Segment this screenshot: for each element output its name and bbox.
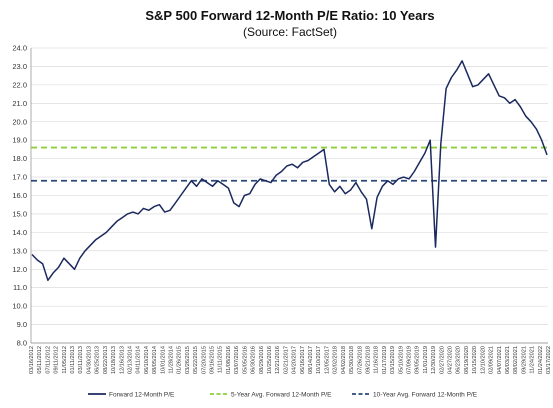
x-tick-label: 06/23/2020	[456, 346, 462, 374]
y-axis-ticks: 8.0 9.0 10.0 11.0 12.0 13.0 14.0 15.0 16.0 17.0 18…	[12, 44, 27, 348]
y-tick-label: 16.0	[12, 191, 27, 200]
y-tick-label: 10.0	[12, 302, 27, 311]
chart-subtitle: (Source: FactSet)	[243, 25, 337, 39]
x-tick-label: 07/09/2019	[406, 346, 412, 374]
x-tick-label: 04/07/2021	[497, 346, 503, 374]
x-tick-label: 12/16/2013	[119, 346, 125, 374]
x-tick-label: 06/03/2021	[505, 346, 511, 374]
x-tick-label: 07/26/2018	[357, 346, 363, 374]
y-tick-label: 17.0	[12, 173, 27, 182]
x-tick-label: 04/20/2017	[292, 346, 298, 374]
x-tick-label: 11/28/2014	[169, 346, 175, 374]
x-tick-label: 01/24/2022	[538, 346, 544, 374]
x-tick-label: 08/29/2016	[259, 346, 265, 374]
x-tick-label: 03/15/2019	[390, 346, 396, 374]
x-tick-label: 09/05/2019	[415, 346, 421, 374]
y-tick-label: 22.0	[12, 80, 27, 89]
x-tick-label: 09/21/2018	[365, 346, 371, 374]
y-tick-label: 20.0	[12, 117, 27, 126]
x-tick-label: 11/11/2015	[218, 346, 224, 373]
x-tick-label: 08/14/2017	[308, 346, 314, 374]
legend-label-pe: Forward 12-Month P/E	[109, 392, 175, 399]
legend: Forward 12-Month P/E 5-Year Avg. Forward…	[88, 392, 478, 399]
x-tick-label: 02/02/2018	[333, 346, 339, 374]
x-tick-label: 05/22/2015	[193, 346, 199, 374]
x-tick-label: 03/11/2013	[78, 346, 84, 374]
x-tick-label: 07/11/2012	[45, 346, 51, 374]
x-tick-label: 05/30/2018	[349, 346, 355, 374]
x-tick-label: 09/16/2015	[210, 346, 216, 374]
x-tick-label: 12/21/2016	[275, 346, 281, 374]
x-tick-label: 06/16/2017	[300, 346, 306, 374]
x-tick-label: 03/07/2016	[234, 346, 240, 374]
x-tick-label: 04/02/2018	[341, 346, 347, 374]
y-tick-label: 8.0	[17, 339, 27, 348]
legend-label-5yr: 5-Year Avg. Forward 12-Month P/E	[231, 392, 332, 399]
x-tick-label: 10/01/2014	[160, 346, 166, 374]
x-tick-label: 11/24/2021	[530, 346, 536, 374]
average-lines	[31, 146, 548, 182]
pe-series-line	[31, 60, 548, 282]
x-tick-label: 10/18/2013	[111, 346, 117, 374]
x-tick-label: 12/10/2020	[480, 346, 486, 374]
x-tick-label: 11/16/2018	[374, 346, 380, 374]
y-tick-label: 12.0	[12, 265, 27, 274]
x-tick-label: 01/08/2016	[226, 346, 232, 374]
y-tick-label: 24.0	[12, 44, 27, 53]
x-tick-label: 12/30/2019	[431, 346, 437, 374]
x-tick-label: 11/01/2019	[423, 346, 429, 374]
y-tick-label: 18.0	[12, 154, 27, 163]
x-tick-label: 05/05/2016	[242, 346, 248, 374]
chart-title: S&P 500 Forward 12-Month P/E Ratio: 10 Y…	[145, 8, 434, 23]
x-tick-label: 09/29/2021	[521, 346, 527, 374]
x-tick-label: 11/05/2012	[62, 346, 68, 374]
x-tick-label: 06/25/2013	[95, 346, 101, 374]
y-tick-label: 19.0	[12, 136, 27, 145]
x-tick-label: 08/02/2021	[513, 346, 519, 374]
y-tick-label: 9.0	[17, 320, 27, 329]
x-tick-label: 02/09/2021	[489, 346, 495, 374]
x-tick-label: 01/17/2019	[382, 346, 388, 374]
y-tick-label: 11.0	[13, 283, 27, 292]
y-tick-label: 14.0	[12, 228, 27, 237]
series-layer	[31, 60, 548, 282]
x-tick-label: 02/27/2020	[439, 346, 445, 374]
x-tick-label: 09/11/2012	[54, 346, 60, 374]
x-tick-label: 07/20/2015	[201, 346, 207, 374]
x-tick-label: 08/22/2013	[103, 346, 109, 374]
x-tick-label: 01/26/2015	[177, 346, 183, 374]
x-tick-label: 01/11/2013	[70, 346, 76, 374]
x-tick-label: 02/13/2014	[127, 346, 133, 374]
x-tick-label: 03/16/2012	[29, 346, 35, 374]
x-tick-label: 02/21/2017	[283, 346, 289, 374]
y-tick-label: 15.0	[12, 209, 27, 218]
y-tick-label: 13.0	[12, 246, 27, 255]
x-tick-label: 04/27/2020	[448, 346, 454, 374]
x-tick-label: 08/19/2020	[464, 346, 470, 374]
x-axis-ticks: 03/16/2012 05/11/2012 07/11/2012 09/11/2012…	[29, 346, 552, 374]
legend-label-10yr: 10-Year Avg. Forward 12-Month P/E	[373, 392, 478, 399]
x-tick-label: 05/11/2012	[37, 346, 43, 374]
x-tick-label: 10/15/2020	[472, 346, 478, 374]
x-tick-label: 06/10/2014	[144, 346, 150, 374]
x-tick-label: 08/05/2014	[152, 346, 158, 374]
x-tick-label: 05/10/2019	[398, 346, 404, 374]
x-tick-label: 04/11/2014	[136, 346, 142, 374]
x-tick-label: 03/17/2022	[546, 346, 552, 374]
x-tick-label: 06/30/2016	[251, 346, 257, 374]
y-tick-label: 21.0	[12, 99, 27, 108]
x-tick-label: 12/05/2017	[324, 346, 330, 374]
x-tick-label: 10/10/2017	[316, 346, 322, 374]
y-tick-label: 23.0	[12, 62, 27, 71]
x-tick-label: 10/25/2016	[267, 346, 273, 374]
x-tick-label: 04/30/2013	[86, 346, 92, 374]
grid-lines	[30, 47, 548, 344]
x-tick-label: 03/26/2015	[185, 346, 191, 374]
